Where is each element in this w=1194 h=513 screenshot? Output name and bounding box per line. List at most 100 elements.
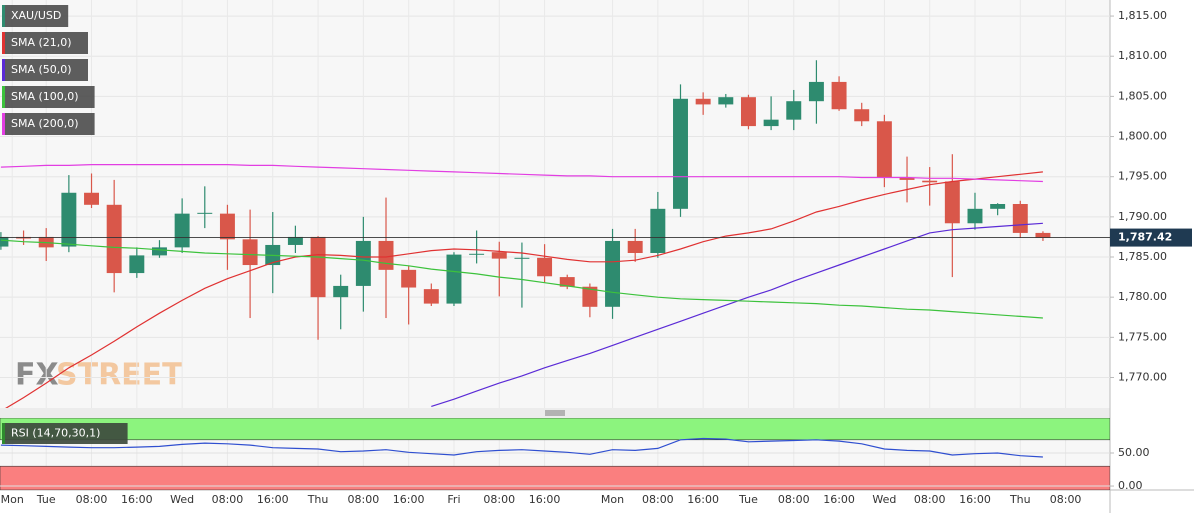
x-tick-label: Wed — [170, 493, 194, 506]
x-tick-label: 08:00 — [76, 493, 108, 506]
y-tick-label: 1,790.00 — [1118, 210, 1167, 223]
legend-swatch — [2, 113, 5, 135]
legend-swatch — [2, 86, 5, 108]
candle-body — [808, 81, 824, 102]
candle-body — [786, 101, 802, 120]
y-tick-label: 1,805.00 — [1118, 89, 1167, 102]
legend-box[interactable] — [2, 113, 95, 135]
x-tick-label: 08:00 — [642, 493, 674, 506]
x-tick-label: Wed — [872, 493, 896, 506]
x-tick-label: 16:00 — [959, 493, 991, 506]
legend-label: SMA (21,0) — [11, 36, 72, 49]
legend-label: SMA (100,0) — [11, 90, 79, 103]
watermark-street: STREET — [56, 358, 183, 393]
candle-body — [944, 181, 960, 224]
x-tick-label: Mon — [1, 493, 24, 506]
y-tick-label: 1,815.00 — [1118, 9, 1167, 22]
y-tick-label: 0.00 — [1118, 479, 1143, 492]
sma-line — [5, 171, 1043, 408]
x-tick-label: Tue — [738, 493, 758, 506]
candle-body — [627, 240, 643, 253]
y-tick-label: 1,780.00 — [1118, 290, 1167, 303]
candle-body — [650, 208, 666, 253]
last-price-label: 1,787.42 — [1118, 231, 1172, 244]
price-panel — [0, 0, 1110, 408]
candle-body — [831, 81, 847, 110]
x-tick-label: 08:00 — [914, 493, 946, 506]
sma-line — [0, 239, 1043, 319]
candle-body — [446, 254, 462, 304]
candle-body — [695, 98, 711, 105]
watermark-fx: FX — [15, 358, 59, 393]
candle-body — [854, 109, 870, 122]
x-tick-label: 08:00 — [212, 493, 244, 506]
candle-body — [174, 213, 190, 248]
x-tick-label: Thu — [307, 493, 329, 506]
candle-body — [84, 192, 99, 205]
y-tick-label: 1,795.00 — [1118, 170, 1167, 183]
candle-body — [355, 240, 371, 286]
legend-box[interactable] — [2, 59, 88, 81]
legend-label: XAU/USD — [11, 9, 61, 22]
rsi-line — [0, 437, 1043, 458]
candle-body — [491, 252, 507, 259]
x-tick-label: 16:00 — [393, 493, 425, 506]
candle-body — [718, 97, 734, 105]
divider-handle — [545, 410, 565, 416]
candle-body — [106, 204, 122, 274]
candle-body — [287, 236, 303, 245]
candle-body — [514, 257, 530, 259]
legend-box[interactable] — [2, 32, 88, 54]
x-tick-label: 08:00 — [778, 493, 810, 506]
x-tick-label: Thu — [1009, 493, 1031, 506]
candle-body — [899, 177, 915, 180]
candle-body — [242, 239, 258, 266]
candle-body — [152, 247, 167, 256]
candle-body — [219, 213, 235, 240]
legend-label: SMA (50,0) — [11, 63, 72, 76]
legend-label: SMA (200,0) — [11, 117, 79, 130]
x-tick-label: 16:00 — [257, 493, 289, 506]
legend-box[interactable] — [2, 5, 69, 27]
candle-body — [967, 208, 983, 224]
y-tick-label: 1,800.00 — [1118, 130, 1167, 143]
candle-body — [876, 121, 892, 178]
legend-label: RSI (14,70,30,1) — [11, 427, 100, 440]
candle-body — [61, 192, 77, 247]
y-tick-label: 1,770.00 — [1118, 370, 1167, 383]
candle-body — [469, 253, 485, 255]
candle-body — [1035, 232, 1051, 238]
candle-body — [401, 269, 417, 288]
overbought-band — [0, 418, 1110, 441]
legend-swatch — [2, 32, 5, 54]
candle-body — [129, 255, 145, 274]
candle-body — [922, 180, 938, 183]
candle-body — [537, 257, 553, 277]
legend-box[interactable] — [2, 423, 128, 444]
candle-body — [605, 240, 621, 307]
last-price-box — [1110, 228, 1192, 247]
candle-body — [582, 286, 598, 307]
x-tick-label: 08:00 — [348, 493, 380, 506]
x-tick-label: 08:00 — [483, 493, 515, 506]
candle-body — [0, 236, 9, 247]
legend-swatch — [2, 5, 5, 27]
x-tick-label: 16:00 — [121, 493, 153, 506]
y-tick-label: 1,775.00 — [1118, 330, 1167, 343]
candle-body — [378, 240, 394, 270]
candle-body — [763, 119, 779, 127]
candle-body — [559, 277, 575, 287]
x-tick-label: 16:00 — [823, 493, 855, 506]
x-tick-label: 16:00 — [687, 493, 719, 506]
candle-body — [310, 236, 326, 298]
x-tick-label: Fri — [447, 493, 460, 506]
x-tick-label: 08:00 — [1050, 493, 1082, 506]
candle-body — [333, 285, 349, 298]
candle-body — [673, 98, 688, 209]
candle-body — [1012, 204, 1028, 233]
legend-swatch — [2, 423, 5, 444]
legend-box[interactable] — [2, 86, 95, 108]
legend-swatch — [2, 59, 5, 81]
y-tick-label: 1,810.00 — [1118, 49, 1167, 62]
